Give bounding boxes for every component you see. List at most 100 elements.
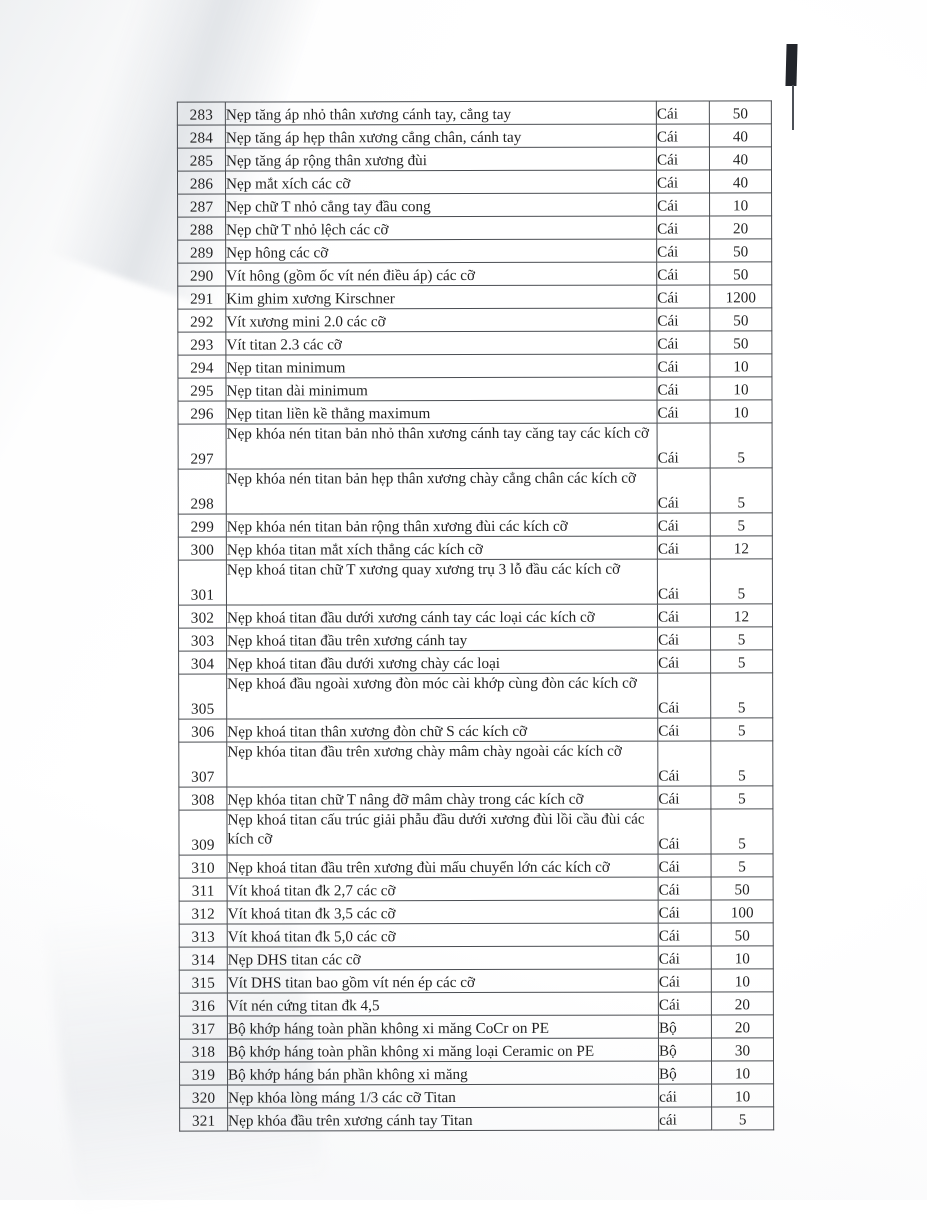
row-index-cell: 317 <box>179 1016 228 1040</box>
unit-cell: Bộ <box>658 1060 712 1085</box>
item-name-cell: Nẹp khoá titan cấu trúc giải phẫu đầu dư… <box>226 809 659 856</box>
table-row: 298 Nẹp khóa nén titan bản hẹp thân xương… <box>178 467 773 515</box>
item-name-cell: Nẹp khoá titan thân xương đòn chữ S các … <box>226 718 658 743</box>
item-name-cell: Nẹp khóa titan mắt xích thẳng các kích c… <box>226 536 658 561</box>
unit-cell: Cái <box>656 307 710 332</box>
item-name-cell: Vít khoá titan đk 3,5 các cỡ <box>227 900 659 925</box>
unit-cell: Cái <box>657 422 711 469</box>
unit-cell: Cái <box>656 192 710 217</box>
table-row: 289 Nẹp hông các cỡ Cái 50 <box>177 238 772 264</box>
item-name-cell: Vít hông (gồm ốc vít nén điều áp) các cỡ <box>225 262 657 287</box>
row-index-cell: 287 <box>177 194 226 218</box>
item-name-cell: Nẹp khoá titan chữ T xương quay xương tr… <box>226 559 658 606</box>
row-index-cell: 300 <box>178 537 227 561</box>
unit-cell: Cái <box>656 169 710 194</box>
table-row: 296 Nẹp titan liền kề thẳng maximum Cái 10 <box>178 399 773 425</box>
item-name-cell: Vít khoá titan đk 5,0 các cỡ <box>227 923 659 948</box>
row-index-cell: 316 <box>179 993 228 1017</box>
table-row: 283 Nẹp tăng áp nhỏ thân xương cánh tay, … <box>177 100 772 126</box>
unit-cell: Cái <box>657 740 711 787</box>
unit-cell: Cái <box>657 717 711 742</box>
row-index-cell: 292 <box>177 309 226 333</box>
quantity-cell: 10 <box>710 399 773 423</box>
row-index-cell: 305 <box>178 674 227 720</box>
table-row: 311 Vít khoá titan đk 2,7 các cỡ Cái 50 <box>179 876 774 902</box>
quantity-cell: 5 <box>710 512 773 536</box>
unit-cell: Cái <box>657 467 711 514</box>
item-name-cell: Nẹp tăng áp hẹp thân xương cẳng chân, cá… <box>225 124 657 149</box>
table-row: 320 Nẹp khóa lòng máng 1/3 các cỡ Titan cá… <box>179 1083 774 1109</box>
row-index-cell: 288 <box>177 217 226 241</box>
scan-edge-mark <box>785 44 798 86</box>
table-row: 307 Nẹp khóa titan đầu trên xương chày mâ… <box>178 740 773 788</box>
quantity-cell: 12 <box>710 603 773 627</box>
row-index-cell: 291 <box>177 286 226 310</box>
equipment-table-container: 283 Nẹp tăng áp nhỏ thân xương cánh tay, … <box>177 100 774 1132</box>
row-index-cell: 289 <box>177 240 226 264</box>
unit-cell: Cái <box>657 808 712 855</box>
item-name-cell: Nẹp khoá titan đầu trên xương đùi mấu ch… <box>227 854 659 879</box>
row-index-cell: 318 <box>179 1039 228 1063</box>
quantity-cell: 20 <box>711 991 774 1015</box>
item-name-cell: Nẹp khoá titan đầu dưới xương chày các l… <box>226 650 658 675</box>
row-index-cell: 283 <box>177 102 226 126</box>
unit-cell: Cái <box>656 215 710 240</box>
quantity-cell: 5 <box>710 785 773 809</box>
item-name-cell: Nẹp khóa titan đầu trên xương chày mâm c… <box>226 741 658 788</box>
unit-cell: Cái <box>657 512 711 537</box>
quantity-cell: 5 <box>710 649 773 673</box>
quantity-cell: 10 <box>711 1060 774 1084</box>
table-row: 309 Nẹp khoá titan cấu trúc giải phẫu đầu… <box>178 808 774 856</box>
item-name-cell: Nẹp titan minimum <box>225 354 657 379</box>
unit-cell: Cái <box>658 899 712 924</box>
item-name-cell: Nẹp chữ T nhỏ lệch các cỡ <box>225 216 657 241</box>
unit-cell: Cái <box>656 100 710 125</box>
row-index-cell: 290 <box>177 263 226 287</box>
quantity-cell: 10 <box>711 1083 774 1107</box>
quantity-cell: 5 <box>710 626 773 650</box>
table-row: 303 Nẹp khoá titan đầu trên xương cánh ta… <box>178 626 773 652</box>
table-row: 316 Vít nén cứng titan đk 4,5 Cái 20 <box>179 991 774 1017</box>
table-row: 308 Nẹp khóa titan chữ T nâng đỡ mâm chày… <box>178 785 773 811</box>
row-index-cell: 306 <box>178 719 227 743</box>
quantity-cell: 10 <box>709 353 772 377</box>
row-index-cell: 294 <box>177 355 226 379</box>
item-name-cell: Nẹp khóa nén titan bản nhỏ thân xương cá… <box>226 423 658 470</box>
quantity-cell: 10 <box>711 968 774 992</box>
quantity-cell: 10 <box>709 192 772 216</box>
row-index-cell: 295 <box>177 378 227 402</box>
quantity-cell: 30 <box>711 1037 774 1061</box>
quantity-cell: 10 <box>711 945 774 969</box>
quantity-cell: 20 <box>709 215 772 239</box>
unit-cell: Cái <box>657 626 711 651</box>
quantity-cell: 50 <box>711 876 774 900</box>
quantity-cell: 50 <box>709 330 772 354</box>
table-row: 305 Nẹp khoá đầu ngoài xương đòn móc cài … <box>178 672 773 720</box>
table-row: 300 Nẹp khóa titan mắt xích thẳng các kíc… <box>178 535 773 561</box>
table-row: 321 Nẹp khóa đầu trên xương cánh tay Tita… <box>179 1106 774 1132</box>
table-row: 291 Kim ghim xương Kirschner Cái 1200 <box>177 284 772 310</box>
unit-cell: Cái <box>656 284 710 309</box>
table-row: 318 Bộ khớp háng toàn phần không xi măng … <box>179 1037 774 1063</box>
table-row: 315 Vít DHS titan bao gồm vít nén ép các … <box>179 968 774 994</box>
quantity-cell: 5 <box>710 558 773 604</box>
table-row: 284 Nẹp tăng áp hẹp thân xương cẳng chân,… <box>177 123 772 149</box>
equipment-table-body: 283 Nẹp tăng áp nhỏ thân xương cánh tay, … <box>177 100 774 1132</box>
item-name-cell: Vít khoá titan đk 2,7 các cỡ <box>227 877 659 902</box>
quantity-cell: 12 <box>710 535 773 559</box>
unit-cell: Cái <box>656 330 710 355</box>
item-name-cell: Nẹp khoá titan đầu dưới xương cánh tay c… <box>226 604 658 629</box>
unit-cell: Cái <box>657 649 711 674</box>
table-row: 304 Nẹp khoá titan đầu dưới xương chày cá… <box>178 649 773 675</box>
unit-cell: Cái <box>658 853 712 878</box>
row-index-cell: 286 <box>177 171 226 195</box>
row-index-cell: 285 <box>177 148 226 172</box>
row-index-cell: 284 <box>177 125 226 149</box>
unit-cell: cái <box>658 1083 712 1108</box>
unit-cell: Cái <box>657 558 711 605</box>
item-name-cell: Nẹp tăng áp rộng thân xương đùi <box>225 147 657 172</box>
item-name-cell: Nẹp khoá titan đầu trên xương cánh tay <box>226 627 658 652</box>
unit-cell: Cái <box>657 785 711 810</box>
quantity-cell: 5 <box>710 672 773 718</box>
item-name-cell: Bộ khớp háng toàn phần không xi măng loạ… <box>227 1038 659 1063</box>
